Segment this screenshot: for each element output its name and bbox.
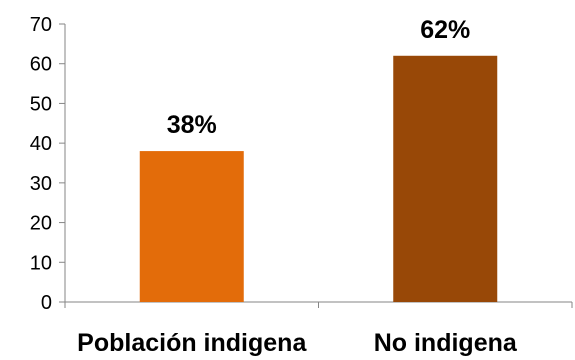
y-tick-label: 50 bbox=[30, 93, 52, 115]
bar bbox=[393, 55, 498, 303]
bar bbox=[139, 151, 244, 302]
y-tick-label: 40 bbox=[30, 133, 52, 155]
data-label: 62% bbox=[420, 16, 470, 44]
y-tick-label: 0 bbox=[41, 292, 52, 314]
category-label: No indigena bbox=[374, 329, 518, 357]
y-tick-label: 30 bbox=[30, 173, 52, 195]
data-labels: 38% 62% bbox=[167, 16, 471, 139]
x-axis bbox=[64, 301, 573, 308]
category-labels: Población indigena No indigena bbox=[77, 329, 518, 357]
y-tick-label: 10 bbox=[30, 252, 52, 274]
y-tick-label: 20 bbox=[30, 213, 52, 235]
y-axis: 0 10 20 30 40 50 60 70 bbox=[30, 14, 66, 314]
y-tick-label: 70 bbox=[30, 14, 52, 36]
data-label: 38% bbox=[167, 111, 217, 139]
category-label: Población indigena bbox=[77, 329, 307, 357]
y-tick-label: 60 bbox=[30, 54, 52, 76]
bars bbox=[139, 55, 498, 303]
